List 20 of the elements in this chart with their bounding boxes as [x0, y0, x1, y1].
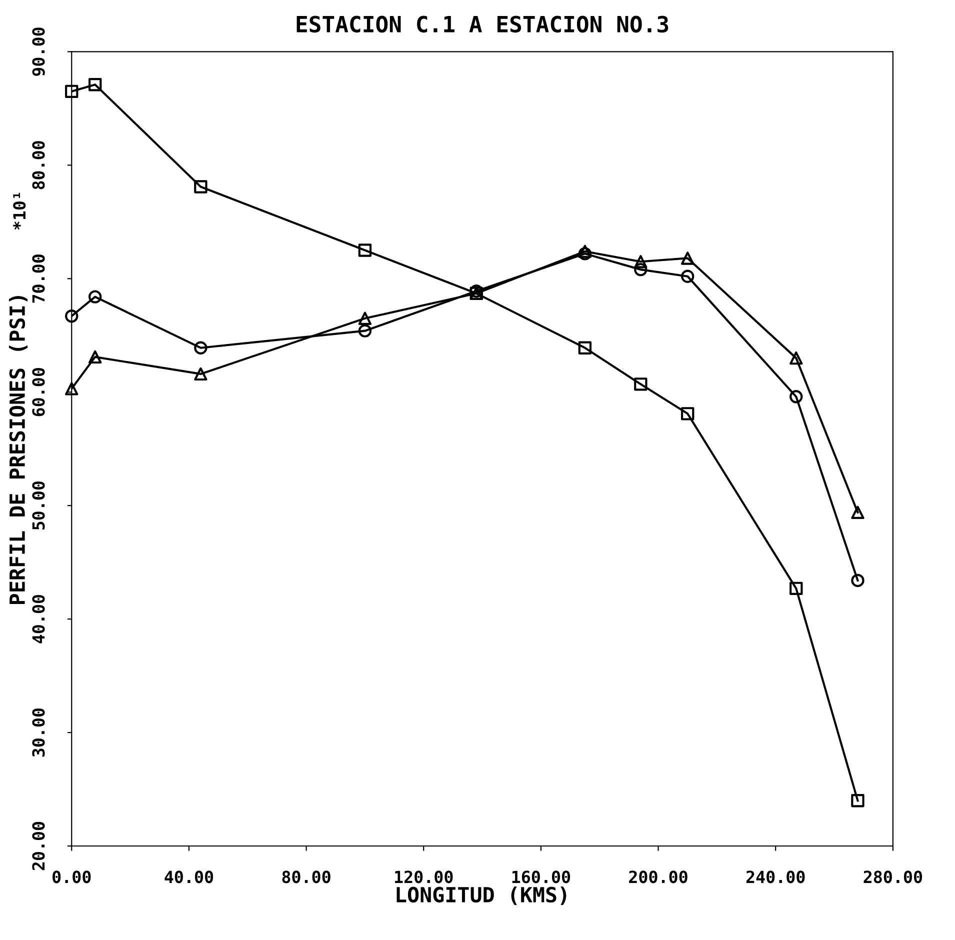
x-tick-label: 200.00	[629, 870, 688, 884]
x-tick-label: 160.00	[512, 870, 570, 884]
y-tick-label: 30.00	[32, 708, 45, 757]
y-tick-label: 60.00	[32, 368, 45, 416]
y-tick-label: 70.00	[32, 254, 45, 303]
x-tick-label: 240.00	[746, 870, 805, 884]
chart-title: ESTACION C.1 A ESTACION NO.3	[296, 16, 668, 33]
y-tick-label: 90.00	[32, 28, 45, 76]
y-axis-title: PERFIL DE PRESIONES (PSI)	[8, 296, 28, 604]
x-tick-label: 0.00	[52, 870, 91, 884]
x-axis-title: LONGITUD (KMS)	[396, 886, 566, 906]
text: *10¹	[13, 192, 26, 230]
y-tick-label: 50.00	[32, 482, 45, 530]
y-tick-label: 80.00	[32, 141, 45, 190]
x-tick-label: 120.00	[395, 870, 453, 884]
x-tick-label: 80.00	[282, 870, 330, 884]
y-tick-label: 20.00	[32, 822, 45, 870]
x-tick-label: 280.00	[864, 870, 922, 884]
x-tick-label: 40.00	[164, 870, 214, 884]
y-tick-label: 40.00	[32, 594, 45, 644]
